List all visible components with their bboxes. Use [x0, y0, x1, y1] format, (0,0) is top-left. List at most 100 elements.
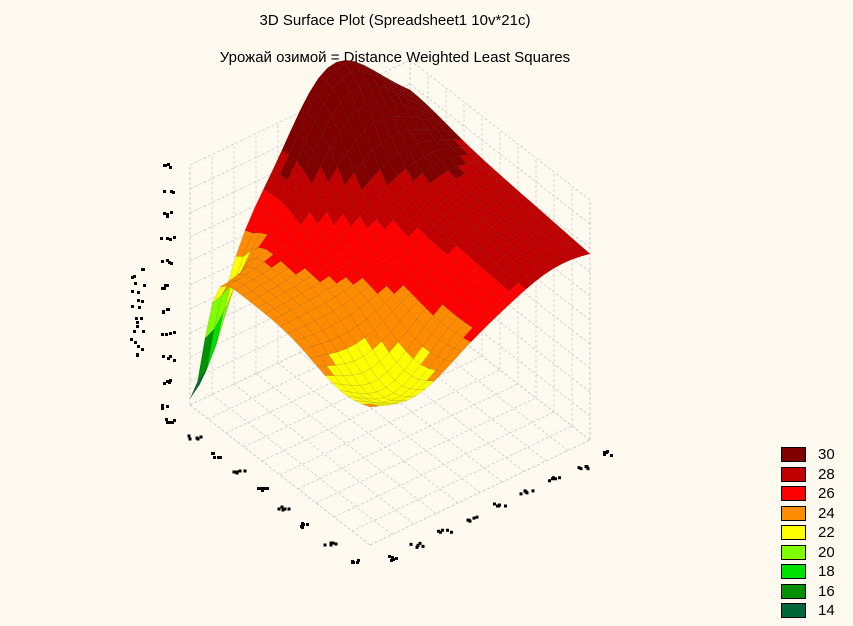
legend-swatch [781, 486, 806, 502]
tick-label-glyph [171, 421, 174, 424]
grid-line [369, 439, 591, 546]
tick-label-glyph [165, 418, 168, 421]
tick-label-glyph [277, 507, 281, 511]
tick-label-glyph [266, 487, 269, 490]
tick-label-glyph [219, 456, 222, 459]
tick-label-glyph [131, 276, 134, 279]
tick-label-glyph [493, 502, 496, 506]
tick-label-glyph [187, 434, 191, 438]
tick-label-glyph [163, 382, 166, 385]
tick-label-glyph [468, 519, 472, 523]
tick-label-glyph [141, 268, 144, 271]
tick-label-glyph [329, 541, 333, 545]
legend-label: 20 [818, 543, 835, 561]
axis-tick-labels [130, 163, 613, 564]
tick-label-glyph [329, 543, 333, 547]
legend-swatch [781, 564, 806, 580]
tick-label-glyph [166, 405, 169, 408]
tick-label-glyph [140, 317, 143, 320]
tick-label-glyph [352, 561, 355, 564]
legend-label: 28 [818, 465, 835, 483]
tick-label-glyph [415, 545, 419, 549]
legend-label: 24 [818, 504, 835, 522]
grid-line [277, 362, 459, 504]
tick-label-glyph [166, 215, 169, 218]
tick-label-glyph [306, 523, 309, 526]
legend-item: 22 [781, 523, 835, 543]
tick-label-glyph [133, 275, 136, 278]
tick-label-glyph [167, 163, 170, 166]
tick-label-glyph [168, 421, 171, 424]
tick-label-glyph [446, 528, 449, 532]
surface-patch [481, 308, 499, 324]
surface-patch [499, 290, 518, 307]
grid-line [409, 59, 591, 201]
grid-line [211, 394, 393, 535]
tick-label-glyph [134, 282, 137, 285]
tick-label-glyph [524, 490, 528, 494]
tick-label-glyph [497, 504, 500, 508]
tick-label-glyph [166, 380, 169, 383]
tick-label-glyph [331, 541, 335, 545]
tick-label-glyph [391, 556, 394, 559]
tick-label-glyph [585, 465, 589, 469]
tick-label-glyph [392, 558, 395, 561]
grid-line [255, 373, 437, 514]
tick-label-glyph [173, 359, 176, 362]
grid-line [189, 404, 371, 546]
tick-label-glyph [131, 305, 134, 308]
tick-label-glyph [163, 164, 166, 167]
tick-label-glyph [141, 300, 144, 303]
grid-line [409, 275, 591, 417]
grid-line [409, 299, 591, 441]
legend-label: 16 [818, 582, 835, 600]
tick-label-glyph [558, 476, 561, 480]
surface-patch [189, 369, 207, 399]
tick-label-glyph [136, 354, 139, 357]
tick-label-glyph [416, 543, 420, 547]
surface-patch [563, 249, 582, 260]
legend-swatch [781, 447, 806, 463]
tick-label-glyph [161, 333, 164, 336]
grid-line [409, 251, 591, 393]
tick-label-glyph [137, 345, 140, 348]
tick-label-glyph [472, 516, 476, 520]
tick-label-glyph [138, 306, 141, 309]
surface-patch [453, 337, 472, 353]
tick-label-glyph [235, 470, 239, 474]
tick-label-glyph [169, 332, 172, 335]
tick-label-glyph [161, 404, 164, 407]
legend-item: 16 [781, 582, 835, 602]
tick-label-glyph [163, 212, 166, 215]
tick-label-glyph [133, 330, 136, 333]
legend-item: 14 [781, 601, 835, 621]
tick-label-glyph [531, 489, 535, 493]
tick-label-glyph [579, 467, 583, 471]
tick-label-glyph [169, 355, 172, 358]
tick-label-glyph [281, 508, 285, 512]
legend-label: 26 [818, 485, 835, 503]
tick-label-glyph [136, 321, 139, 324]
legend-item: 28 [781, 465, 835, 485]
tick-label-glyph [287, 507, 291, 511]
tick-label-glyph [166, 284, 169, 287]
tick-label-glyph [130, 338, 133, 341]
tick-label-glyph [437, 529, 440, 533]
surface-patch [554, 252, 573, 264]
tick-label-glyph [166, 421, 169, 424]
surface-patch [362, 403, 380, 408]
tick-label-glyph [357, 559, 360, 562]
tick-label-glyph [164, 284, 167, 287]
tick-label-glyph [188, 437, 192, 441]
tick-label-glyph [166, 237, 169, 240]
legend-item: 20 [781, 543, 835, 563]
tick-label-glyph [170, 262, 173, 265]
grid-line [365, 320, 547, 462]
tick-label-glyph [577, 466, 581, 470]
surface-patch [389, 400, 407, 404]
tick-label-glyph [131, 290, 134, 293]
tick-label-glyph [334, 542, 338, 546]
legend-label: 14 [818, 602, 835, 620]
tick-label-glyph [162, 310, 165, 313]
